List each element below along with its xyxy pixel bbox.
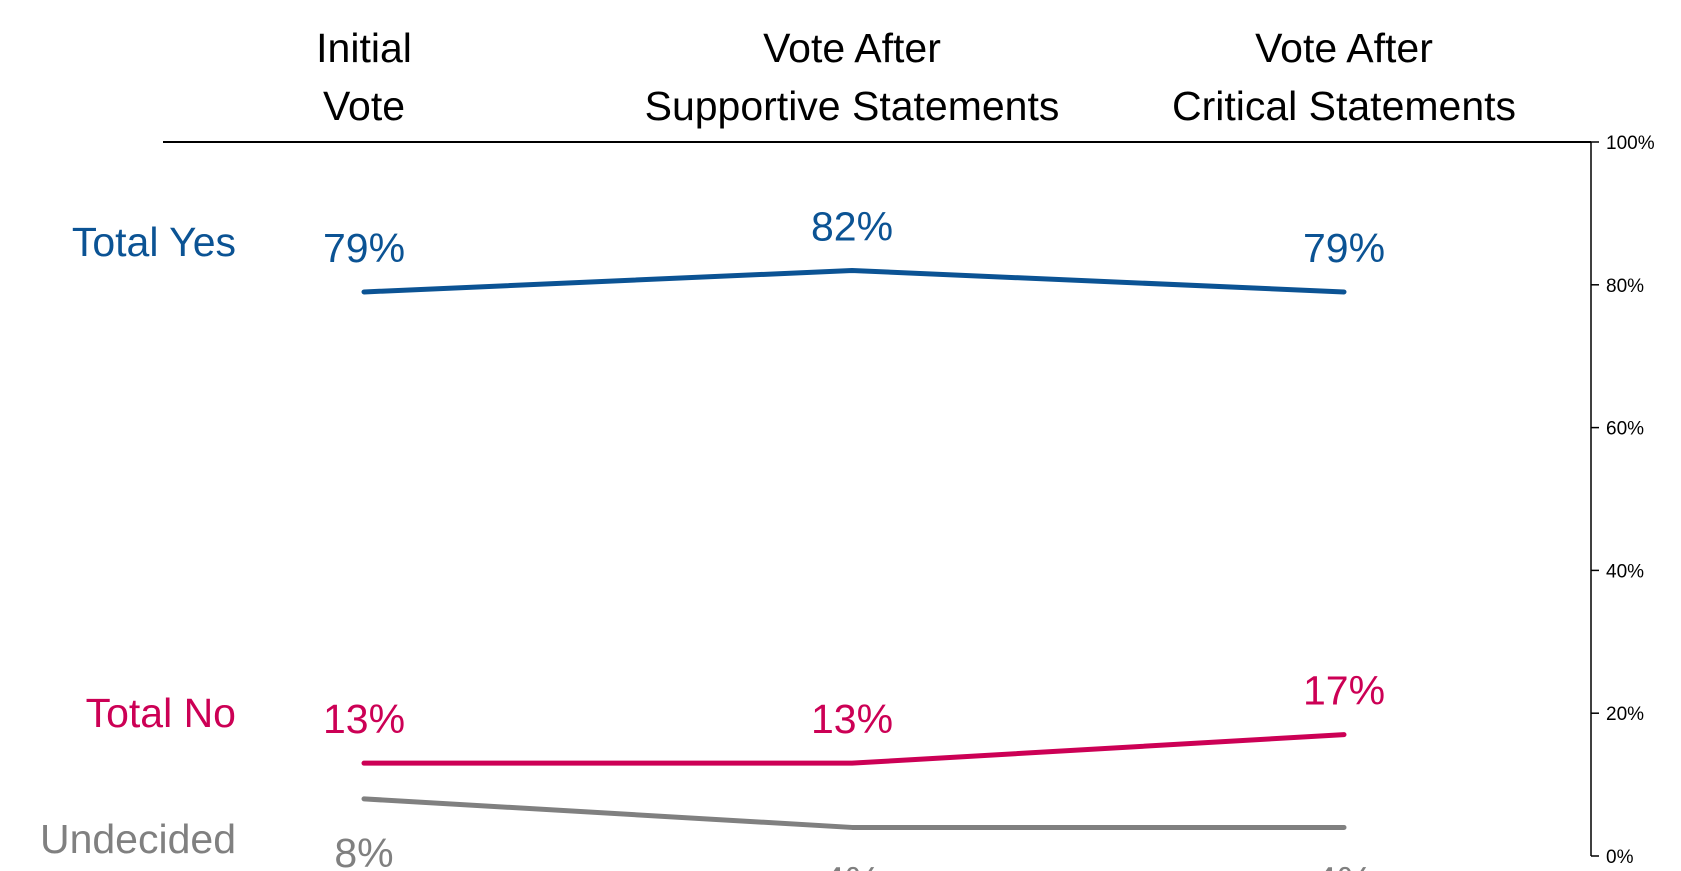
- category-label: Initial: [316, 25, 412, 71]
- y-tick-label: 20%: [1606, 704, 1644, 725]
- data-label: 79%: [1303, 225, 1385, 271]
- y-tick-label: 40%: [1606, 561, 1644, 582]
- series-name-label: Total No: [86, 690, 236, 736]
- data-label: 4%: [1314, 858, 1373, 871]
- data-label: 79%: [323, 225, 405, 271]
- y-tick-label: 0%: [1606, 847, 1634, 868]
- data-label: 82%: [811, 204, 893, 250]
- y-tick-label: 80%: [1606, 276, 1644, 297]
- series-line-total-no: [361, 732, 1347, 766]
- category-label: Vote After: [1255, 25, 1433, 71]
- data-label: 17%: [1303, 668, 1385, 714]
- y-tick-label: 60%: [1606, 419, 1644, 440]
- series-name-label: Undecided: [40, 816, 236, 862]
- data-label: 4%: [822, 858, 881, 871]
- category-label: Vote: [323, 83, 405, 129]
- data-label: 8%: [334, 830, 393, 871]
- category-label: Critical Statements: [1172, 83, 1516, 129]
- category-label: Supportive Statements: [645, 83, 1060, 129]
- series-name-label: Total Yes: [72, 219, 236, 265]
- category-label: Vote After: [763, 25, 941, 71]
- data-label: 13%: [811, 696, 893, 742]
- data-label: 13%: [323, 696, 405, 742]
- y-tick-label: 100%: [1606, 133, 1655, 154]
- series-line-total-yes: [361, 268, 1347, 295]
- series-line-undecided: [361, 796, 1347, 830]
